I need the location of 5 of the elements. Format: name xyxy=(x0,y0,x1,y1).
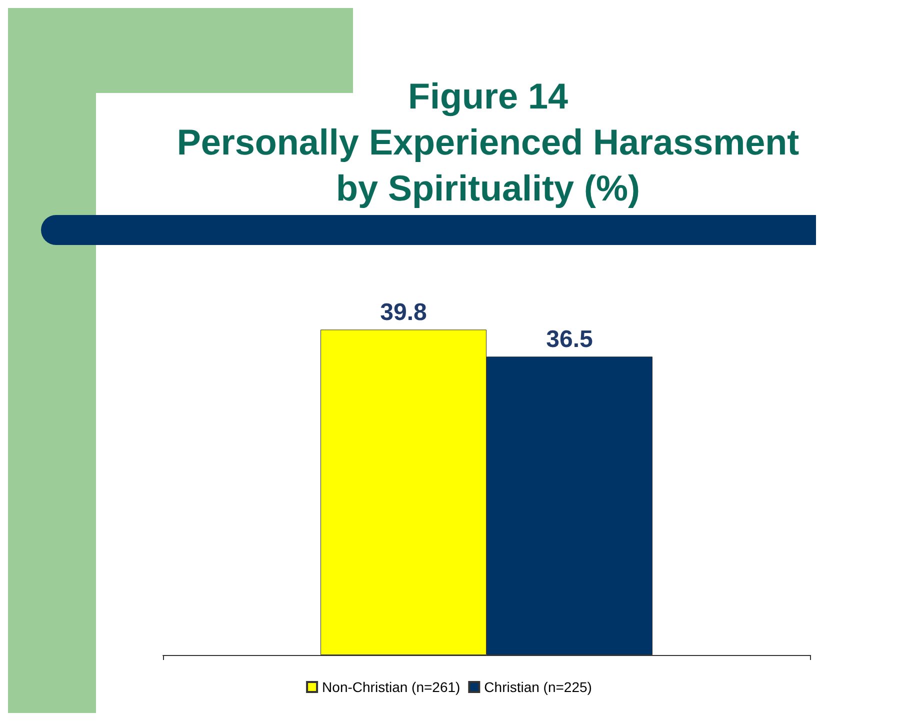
legend-label: Christian (n=225) xyxy=(484,679,592,695)
data-label: 36.5 xyxy=(546,326,593,354)
chart-title: Figure 14 Personally Experienced Harassment by Spirituality (%) xyxy=(176,76,800,208)
legend-label: Non-Christian (n=261) xyxy=(322,679,460,695)
data-label: 39.8 xyxy=(380,299,427,326)
